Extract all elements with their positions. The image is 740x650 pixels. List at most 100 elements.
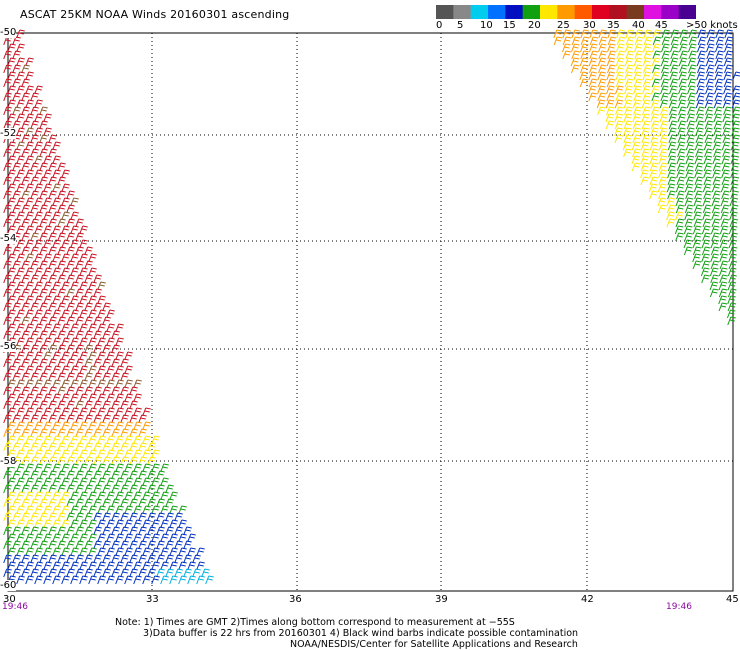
wind-barb <box>702 218 712 228</box>
wind-barb <box>43 253 52 263</box>
wind-barb <box>649 155 659 165</box>
wind-barb <box>723 78 733 88</box>
wind-barb <box>25 85 34 95</box>
wind-barb <box>705 57 715 67</box>
wind-barb <box>596 99 606 109</box>
wind-barb <box>70 197 79 207</box>
wind-barb <box>57 246 66 256</box>
wind-barb <box>70 575 79 585</box>
wind-barb <box>75 400 84 410</box>
wind-barb <box>106 477 115 487</box>
wind-barb <box>124 491 133 501</box>
wind-barb <box>21 246 30 256</box>
wind-barb <box>39 120 48 130</box>
wind-barb <box>115 575 124 585</box>
wind-barb <box>623 134 633 144</box>
wind-barb <box>124 365 133 375</box>
wind-barb <box>649 141 659 151</box>
wind-barb <box>686 120 696 130</box>
wind-barb <box>623 99 633 109</box>
wind-barb <box>43 323 52 333</box>
wind-barb <box>147 456 156 466</box>
wind-barb <box>39 540 48 550</box>
wind-barb <box>721 141 731 151</box>
wind-barb <box>174 526 183 536</box>
wind-barb <box>7 505 16 515</box>
wind-barb <box>12 484 21 494</box>
wind-barb <box>30 232 39 242</box>
wind-barb <box>686 148 695 158</box>
wind-barb <box>693 183 703 193</box>
wind-barb <box>147 470 156 480</box>
wind-barb <box>174 554 183 564</box>
wind-barb <box>7 43 16 53</box>
wind-barb <box>688 50 697 60</box>
wind-barb <box>7 57 16 67</box>
wind-barb <box>616 50 625 60</box>
wind-barb <box>25 281 34 291</box>
wind-barb <box>102 554 111 564</box>
wind-barb <box>39 134 48 144</box>
wind-barb <box>138 568 147 578</box>
wind-barb <box>30 442 39 452</box>
colorbar-label: >50 knots <box>686 20 738 31</box>
wind-barb <box>106 505 115 515</box>
wind-barb <box>728 274 737 284</box>
wind-barb <box>52 519 61 529</box>
wind-barb <box>607 43 616 53</box>
wind-barb <box>634 50 643 60</box>
wind-barb <box>713 148 722 158</box>
wind-barb <box>115 337 124 347</box>
wind-barb <box>704 134 714 144</box>
wind-barb <box>16 267 25 277</box>
wind-barb <box>88 449 97 459</box>
wind-barb <box>97 379 106 389</box>
wind-barb <box>703 141 713 151</box>
wind-barb <box>93 386 102 396</box>
wind-barb <box>70 281 79 291</box>
wind-barb <box>3 302 12 312</box>
wind-barb <box>102 330 111 340</box>
wind-barb <box>160 477 169 487</box>
wind-barb <box>43 421 52 431</box>
wind-barb <box>39 470 48 480</box>
wind-barb <box>720 218 730 228</box>
wind-barb <box>640 141 650 151</box>
wind-barb <box>728 225 738 235</box>
wind-barb <box>97 295 106 305</box>
wind-barb <box>7 197 16 207</box>
wind-barb <box>102 512 111 522</box>
wind-barb <box>632 127 641 137</box>
wind-barb <box>695 113 704 123</box>
wind-barb <box>192 568 201 578</box>
wind-barb <box>678 78 688 88</box>
wind-barb <box>39 204 48 214</box>
wind-barb <box>133 435 142 445</box>
wind-barb <box>61 239 70 249</box>
wind-barb <box>723 57 733 67</box>
wind-barb <box>106 547 115 557</box>
wind-barb <box>12 162 21 172</box>
wind-barb <box>120 442 129 452</box>
wind-barb <box>120 540 129 550</box>
wind-barb <box>16 169 25 179</box>
wind-barb <box>12 50 21 60</box>
wind-barb <box>652 64 661 74</box>
wind-barb <box>124 505 133 515</box>
wind-barb <box>660 106 669 116</box>
wind-barb <box>598 29 607 39</box>
wind-barb <box>142 561 151 571</box>
wind-barb <box>75 526 84 536</box>
wind-barb <box>183 540 192 550</box>
wind-barb <box>25 113 34 123</box>
wind-barb <box>174 540 183 550</box>
wind-barb <box>39 386 48 396</box>
wind-barb <box>138 484 147 494</box>
wind-barb <box>66 428 75 438</box>
wind-barb <box>39 148 48 158</box>
wind-barb <box>48 568 57 578</box>
wind-barb <box>61 295 70 305</box>
wind-barb <box>16 435 25 445</box>
wind-barb <box>75 274 84 284</box>
wind-barb <box>658 176 668 186</box>
